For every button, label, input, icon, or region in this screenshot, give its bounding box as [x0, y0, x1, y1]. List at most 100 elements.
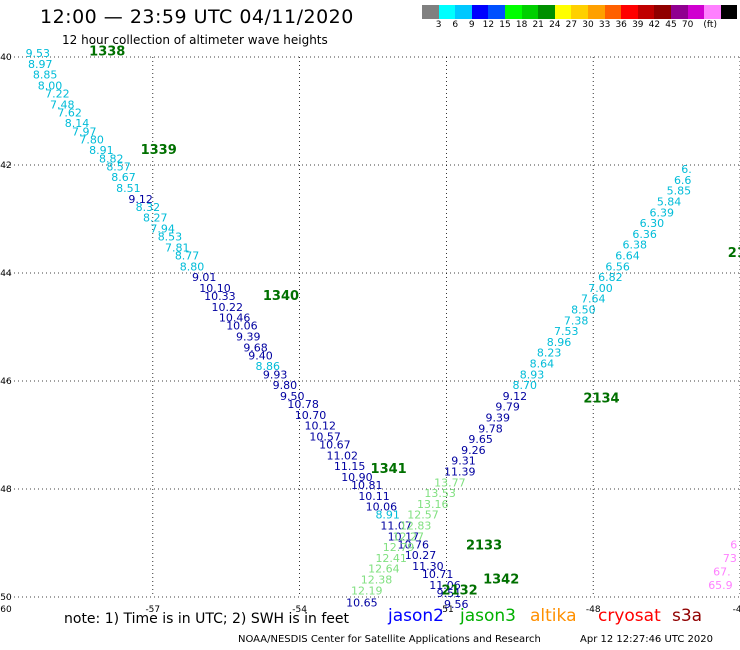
wave-height-value: 9.51 — [437, 587, 462, 600]
y-tick-label: -46 — [0, 377, 12, 387]
wave-height-value: 7.94 — [150, 223, 175, 236]
legend-label: 36 — [615, 20, 627, 30]
wave-height-value: 10.76 — [397, 538, 429, 551]
wave-height-value: 10.57 — [309, 430, 341, 443]
wave-height-value: 7.97 — [72, 125, 97, 138]
track-number: 2133 — [466, 538, 502, 553]
map-subtitle: 12 hour collection of altimeter wave hei… — [62, 33, 328, 47]
y-tick-label: -40 — [0, 53, 12, 63]
wave-height-value: 8.67 — [111, 171, 136, 184]
legend-labels: 3 6 9 12 15 18 21 24 27 30 33 36 39 42 45 70 (ft) — [422, 19, 737, 33]
wave-height-value: 11.30 — [412, 560, 444, 573]
wave-height-value: 12.41 — [375, 552, 407, 565]
legend-label: 45 — [665, 20, 677, 30]
legend-swatch — [604, 5, 622, 19]
grid-lines — [6, 56, 740, 598]
wave-height-value: 10.06 — [226, 320, 258, 333]
wave-height-value: 10.90 — [341, 471, 373, 484]
wave-height-value: 6.82 — [598, 271, 623, 284]
note-text: note: 1) Time is in UTC; 2) SWH is in fe… — [64, 611, 350, 627]
legend-label: 70 — [681, 20, 694, 30]
satellite-jason2: jason2 — [388, 606, 444, 626]
wave-height-value: 9.39 — [236, 331, 261, 344]
x-tick-label: -48 — [586, 605, 601, 615]
wave-height-value: 6.38 — [623, 239, 648, 252]
wave-height-value: 13.53 — [424, 487, 456, 500]
y-tick-label: -42 — [0, 161, 12, 171]
wave-height-value: 7.62 — [57, 106, 82, 119]
wave-height-value: 11.02 — [327, 449, 359, 462]
wave-height-value: 12.19 — [351, 584, 383, 597]
y-tick-label: -48 — [0, 485, 12, 495]
wave-height-value: 10.65 — [346, 597, 378, 610]
wave-height-value: 8.00 — [38, 79, 63, 92]
satellite-s3a: s3a — [672, 606, 703, 626]
wave-height-value: 12.64 — [368, 563, 400, 576]
wave-height-value: 7.64 — [581, 293, 606, 306]
wave-height-value: 5.85 — [667, 185, 692, 198]
wave-height-value: 7.53 — [554, 325, 579, 338]
wave-height-value: 8.96 — [547, 336, 572, 349]
legend-swatch — [670, 5, 688, 19]
wave-height-value: 8.57 — [106, 160, 130, 173]
wave-height-value: 9.12 — [503, 390, 528, 403]
track-number: 1339 — [141, 143, 177, 158]
wave-height-value: 9.53 — [26, 47, 51, 60]
legend-swatch — [704, 5, 721, 19]
legend-swatch — [422, 5, 439, 19]
track-number: 21 — [728, 246, 740, 261]
legend-label: 6 — [452, 20, 459, 30]
wave-height-value: 8.64 — [530, 358, 555, 371]
legend-swatch — [455, 5, 472, 19]
track-number: 2132 — [442, 583, 478, 598]
wave-height-value: 10.27 — [405, 549, 437, 562]
wave-height-value: 10.81 — [351, 479, 383, 492]
wave-height-value: 10.17 — [388, 530, 420, 543]
wave-height-value: 8.82 — [99, 152, 124, 165]
legend-label: 21 — [532, 20, 544, 30]
legend-label: 3 — [435, 20, 442, 30]
wave-height-value: 10.06 — [366, 501, 398, 514]
wave-height-value: 12.38 — [361, 574, 393, 587]
wave-height-value: 6.30 — [640, 217, 665, 230]
wave-height-value: 10.67 — [319, 439, 351, 452]
wave-height-value: 6.56 — [605, 260, 630, 273]
legend-swatch — [538, 5, 555, 19]
legend-swatch — [654, 5, 671, 19]
wave-height-value: 13.77 — [434, 476, 466, 489]
legend-swatch — [438, 5, 456, 19]
wave-height-value: 8.77 — [175, 250, 200, 263]
wave-height-value: 11.39 — [444, 466, 476, 479]
wave-height-value: 10.11 — [358, 490, 390, 503]
credit-line: NOAA/NESDIS Center for Satellite Applica… — [238, 634, 541, 645]
y-tick-label: -44 — [0, 269, 12, 279]
y-tick-label: -50 — [0, 593, 12, 603]
legend-swatch — [637, 5, 655, 19]
wave-height-value: 67. — [713, 565, 731, 578]
wave-height-value: 8.14 — [65, 117, 90, 130]
wave-height-value: 7.38 — [564, 314, 589, 327]
wave-height-value: 12.79 — [383, 541, 415, 554]
legend-label: 42 — [648, 20, 661, 30]
wave-height-value: 10.70 — [295, 409, 327, 422]
x-tick-label: -51 — [439, 605, 454, 615]
wave-height-value: 8.86 — [256, 360, 281, 373]
wave-height-value: 8.93 — [520, 368, 545, 381]
axis-ticks: -57 -54 -51 -48 -45 -40 -42 -44 -46 -48 -50 -60 — [0, 53, 740, 615]
corner-label: -60 — [0, 605, 12, 615]
wave-height-value: 10.33 — [204, 290, 236, 303]
legend-label: 33 — [598, 20, 611, 30]
wave-height-value: 6.39 — [649, 206, 674, 219]
wave-height-value: 9.93 — [263, 368, 288, 381]
wave-height-value: 7.00 — [588, 282, 613, 295]
legend-label: 30 — [582, 20, 594, 30]
legend-label: 18 — [515, 20, 528, 30]
wave-height-value: 9.26 — [461, 444, 486, 457]
track-number: 1342 — [483, 573, 519, 588]
wave-height-value: 6.36 — [632, 228, 657, 241]
wave-height-value: 8.80 — [180, 260, 205, 273]
wave-height-value: 10.78 — [287, 398, 319, 411]
legend-swatch — [587, 5, 605, 19]
legend-label: (ft) — [703, 20, 717, 30]
